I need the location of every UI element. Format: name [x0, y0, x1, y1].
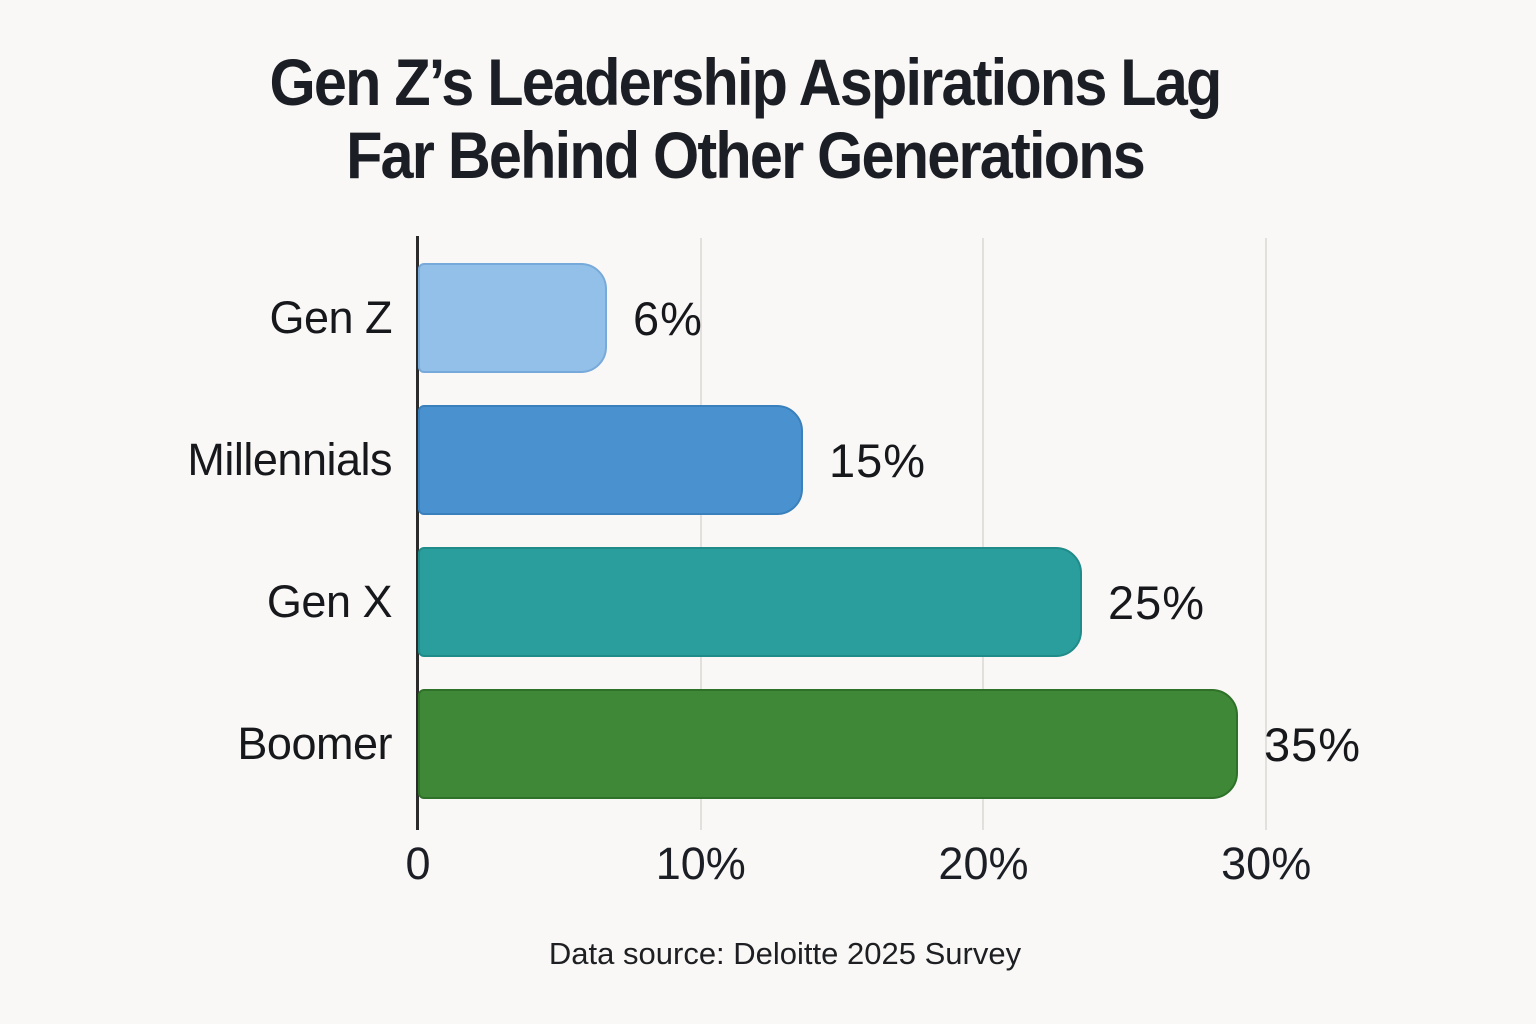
value-label-millennials: 15%: [829, 433, 927, 487]
value-label-boomer: 35%: [1264, 717, 1362, 771]
category-label-millennials: Millennials: [187, 434, 392, 485]
chart-title-line2: Far Behind Other Generations: [346, 118, 1146, 192]
bar-gen-z: [418, 263, 607, 373]
data-source-note: Data source: Deloitte 2025 Survey: [548, 936, 1022, 971]
category-label-gen-z: Gen Z: [269, 292, 392, 343]
value-label-gen-z: 6%: [633, 291, 703, 345]
category-label-boomer: Boomer: [237, 718, 392, 769]
category-label-gen-x: Gen X: [266, 576, 393, 627]
bar-millennials: [418, 405, 803, 515]
gridline-20: [982, 238, 985, 830]
x-tick-label-20: 20%: [938, 838, 1029, 889]
bar-boomer: [418, 689, 1238, 799]
x-tick-label-30: 30%: [1221, 838, 1312, 889]
gridline-30: [1265, 238, 1268, 830]
x-tick-label-0: 0: [405, 838, 431, 889]
chart-title: Gen Z’s Leadership Aspirations Lag Far B…: [75, 46, 1416, 192]
value-label-gen-x: 25%: [1108, 575, 1206, 629]
plot-area: [416, 236, 1368, 830]
chart-title-line1: Gen Z’s Leadership Aspirations Lag: [269, 45, 1222, 119]
gridline-10: [699, 238, 702, 830]
x-tick-label-10: 10%: [655, 838, 746, 889]
y-axis-line: [416, 236, 419, 830]
bar-gen-x: [418, 547, 1082, 657]
